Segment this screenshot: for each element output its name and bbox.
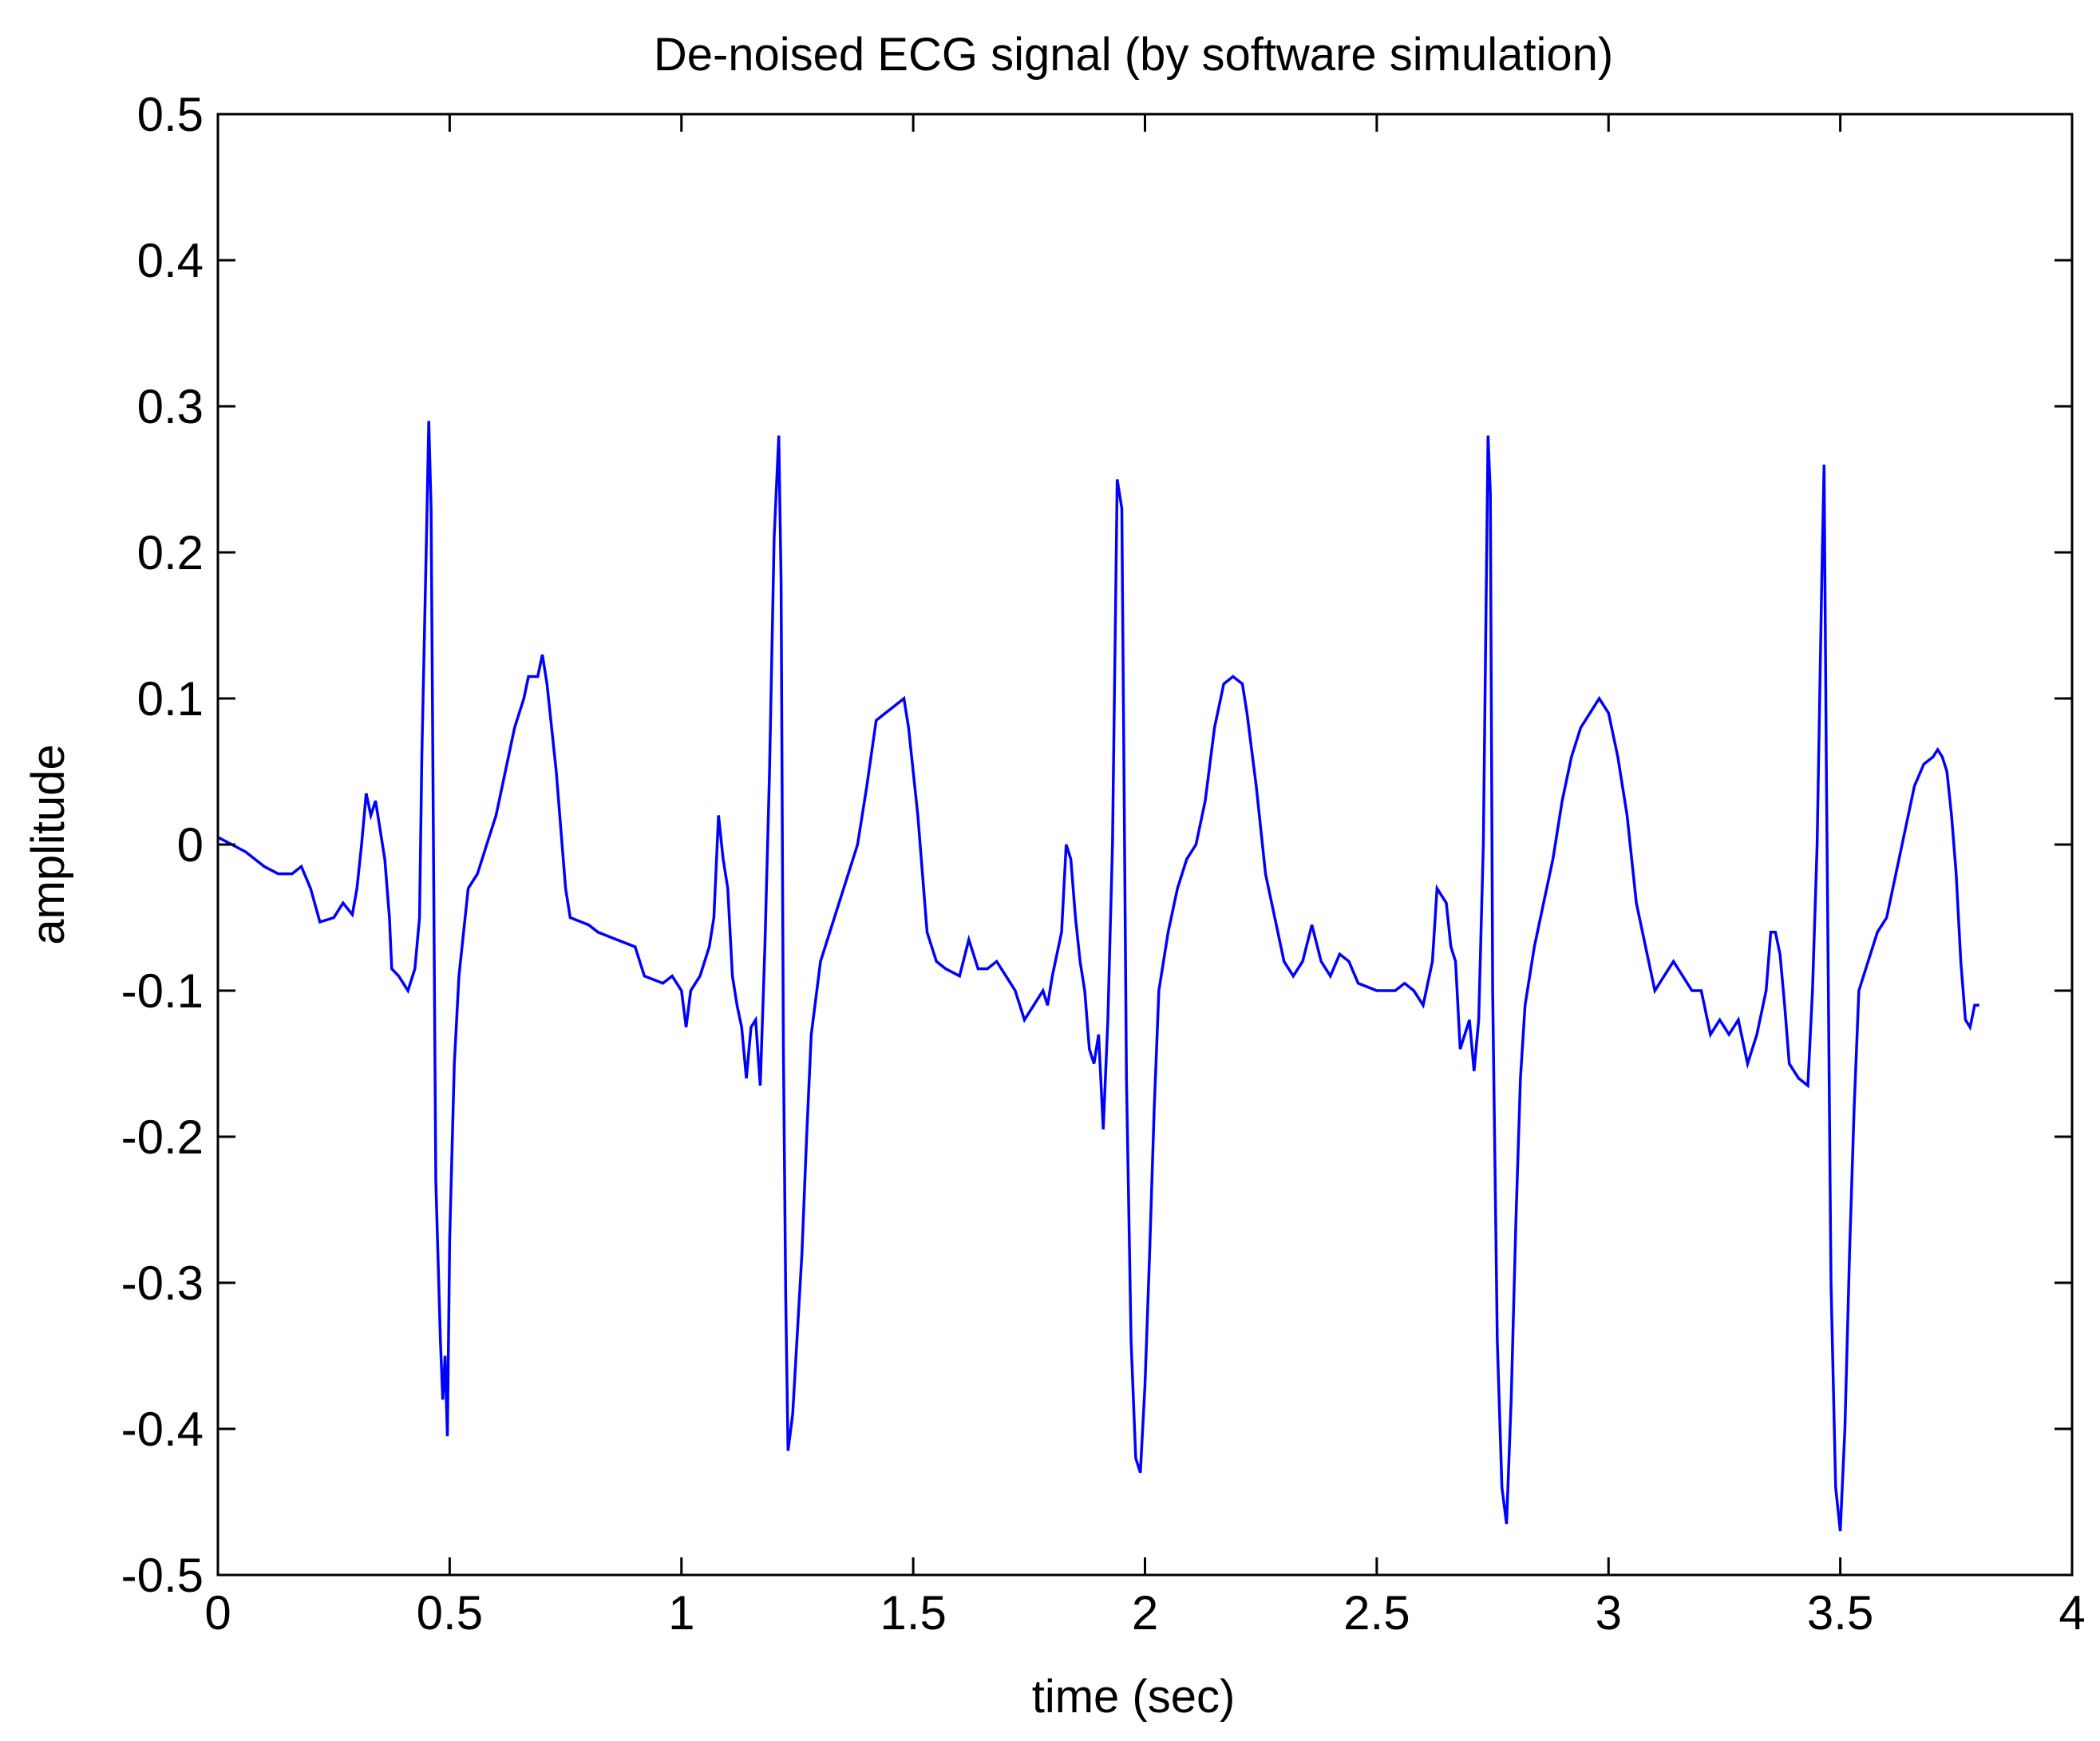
y-tick-label: -0.5 (121, 1549, 204, 1602)
y-tick-label: -0.4 (121, 1403, 204, 1456)
ecg-signal-line (217, 421, 1979, 1532)
x-tick-label: 2.5 (1343, 1586, 1410, 1640)
y-tick-label: -0.1 (121, 964, 204, 1018)
y-tick-label: -0.2 (121, 1110, 204, 1164)
x-tick-label: 3 (1596, 1586, 1622, 1640)
y-tick-label: -0.3 (121, 1256, 204, 1310)
x-tick-label: 4 (2058, 1586, 2085, 1640)
y-tick-label: 0.4 (137, 234, 204, 287)
y-tick-label: 0.3 (137, 380, 204, 433)
y-axis-label: amplitude (22, 744, 74, 944)
plot-frame (216, 113, 2074, 1577)
y-tick-label: 0.2 (137, 526, 204, 580)
y-tick-label: 0.5 (137, 88, 204, 141)
plot-area (217, 421, 1979, 1532)
x-tick-label: 0.5 (417, 1586, 483, 1640)
x-axis-label: time (sec) (1032, 1671, 1236, 1723)
x-tick-label: 1 (668, 1586, 694, 1640)
x-tick-label: 1.5 (880, 1586, 946, 1640)
y-tick-label: 0.1 (137, 672, 204, 726)
y-tick-label: 0 (177, 818, 204, 872)
axis-ticks: 0 0.5 1 1.5 2 2.5 3 3.5 4 0.5 0.4 0.3 0.2 0.1 0 -0.1 -0.… (121, 88, 2086, 1640)
x-tick-label: 2 (1132, 1586, 1158, 1640)
x-tick-label: 3.5 (1807, 1586, 1873, 1640)
x-tick-label: 0 (204, 1586, 231, 1640)
chart-title: De-noised ECG signal (by software simula… (654, 29, 1613, 81)
